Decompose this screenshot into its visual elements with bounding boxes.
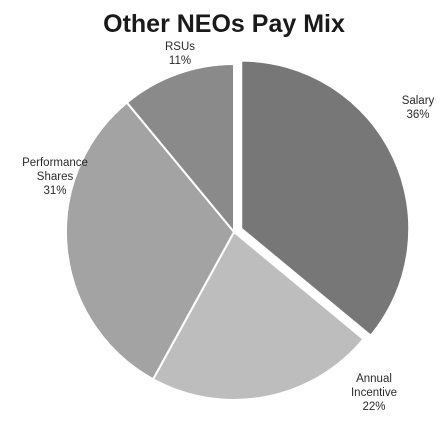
pie-slice-salary <box>240 59 411 338</box>
pie-slice-rsus <box>125 62 235 235</box>
slice-label-salary: Salary 36% <box>402 95 435 121</box>
pie-slice-performance-shares <box>65 101 236 381</box>
pie-slice-annual-incentive <box>151 230 365 401</box>
chart-title: Other NEOs Pay Mix <box>103 10 345 38</box>
slice-label-rsus: RSUs 11% <box>165 41 195 67</box>
slice-label-annual-incentive: Annual Incentive 22% <box>351 373 397 413</box>
pie-slices <box>65 59 411 401</box>
slice-labels: Salary 36% Annual Incentive 22% Performance Sh… <box>22 41 434 413</box>
slice-label-performance-shares: Performance Shares 31% <box>22 157 88 197</box>
